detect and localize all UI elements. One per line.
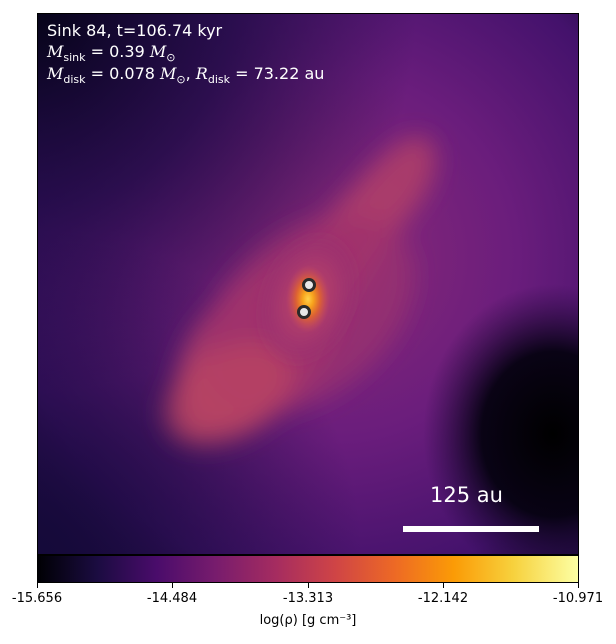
colorbar-tick (308, 583, 309, 588)
density-map (37, 13, 579, 555)
scale-bar (403, 526, 539, 532)
sink-lower (297, 305, 311, 319)
colorbar-tick (172, 583, 173, 588)
colorbar-label: log(ρ) [g cm⁻³] (259, 613, 357, 628)
colorbar-tick-label: -13.313 (282, 591, 334, 606)
colorbar-tick (578, 583, 579, 588)
colorbar (37, 555, 579, 583)
colorbar-tick (37, 583, 38, 588)
colorbar-tick-label: -14.484 (146, 591, 198, 606)
density-image (38, 14, 578, 554)
colorbar-tick-label: -15.656 (11, 591, 63, 606)
colorbar-tick (443, 583, 444, 588)
colorbar-tick-label: -12.142 (417, 591, 469, 606)
sink-info: Sink 84, t=106.74 kyr (47, 21, 223, 40)
colorbar-tick-label: -10.971 (552, 591, 604, 606)
disk-properties: Mdisk = 0.078 M⊙, Rdisk = 73.22 au (47, 64, 325, 87)
sink-upper (302, 278, 316, 292)
sink-mass: Msink = 0.39 M⊙ (47, 42, 176, 65)
scale-bar-label: 125 au (430, 483, 503, 507)
